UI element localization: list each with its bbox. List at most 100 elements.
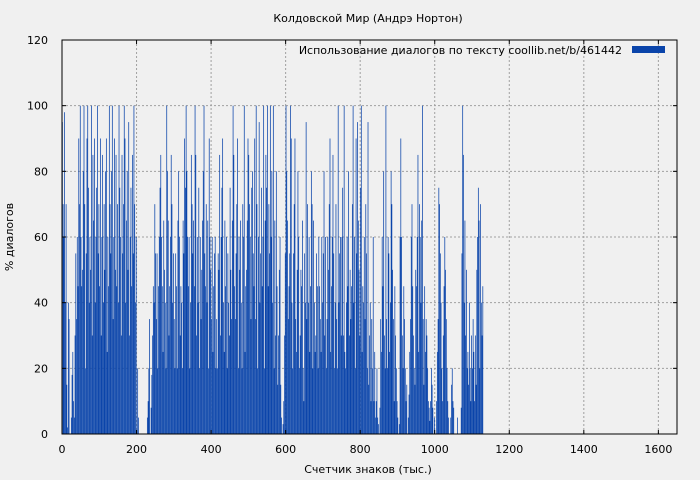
bar bbox=[384, 368, 386, 434]
bar bbox=[251, 187, 253, 434]
bar bbox=[214, 237, 216, 434]
bar bbox=[114, 138, 115, 434]
bar bbox=[462, 105, 464, 435]
bar bbox=[278, 335, 279, 434]
bar bbox=[344, 351, 346, 434]
bar bbox=[370, 401, 372, 434]
bar bbox=[445, 319, 447, 434]
bar bbox=[209, 237, 211, 434]
bar bbox=[174, 368, 176, 434]
bar bbox=[349, 335, 350, 434]
bar bbox=[109, 204, 111, 434]
bar bbox=[468, 384, 470, 434]
bar bbox=[230, 269, 232, 434]
bar bbox=[240, 302, 242, 434]
bar bbox=[359, 335, 361, 434]
bar bbox=[79, 105, 81, 435]
bar bbox=[453, 407, 455, 434]
bar bbox=[399, 237, 401, 434]
bar bbox=[407, 417, 409, 434]
bar bbox=[132, 154, 133, 435]
bar bbox=[467, 351, 469, 434]
bar bbox=[316, 253, 317, 434]
bar bbox=[108, 286, 109, 434]
bar bbox=[148, 368, 150, 434]
bar bbox=[253, 286, 255, 434]
bar bbox=[186, 171, 188, 434]
bar bbox=[108, 105, 110, 435]
bar bbox=[92, 154, 94, 435]
bar bbox=[310, 286, 311, 434]
bar bbox=[328, 269, 329, 434]
bar bbox=[152, 335, 153, 434]
y-tick-label: 40 bbox=[34, 297, 48, 310]
bar bbox=[289, 253, 291, 434]
bar bbox=[115, 154, 117, 435]
bar bbox=[82, 171, 84, 434]
bar bbox=[269, 105, 271, 435]
bar bbox=[436, 351, 438, 434]
bar bbox=[149, 319, 150, 434]
bar bbox=[124, 138, 126, 434]
bar bbox=[77, 286, 79, 434]
bar bbox=[476, 269, 478, 434]
bar bbox=[123, 204, 124, 434]
bar bbox=[405, 401, 407, 434]
bar bbox=[481, 335, 483, 434]
bar bbox=[333, 253, 335, 434]
bar bbox=[126, 171, 128, 434]
x-tick-label: 1600 bbox=[644, 443, 672, 456]
bar bbox=[365, 204, 367, 434]
bar bbox=[150, 407, 152, 434]
bar bbox=[338, 302, 340, 434]
bar bbox=[133, 105, 135, 435]
bar bbox=[81, 286, 83, 434]
bar bbox=[127, 269, 129, 434]
bar bbox=[258, 237, 259, 434]
bar bbox=[72, 351, 74, 434]
bar bbox=[319, 319, 321, 434]
bar bbox=[110, 253, 112, 434]
bar bbox=[128, 122, 130, 434]
bar bbox=[425, 351, 426, 434]
bar bbox=[373, 401, 375, 434]
bar bbox=[440, 302, 442, 434]
bar bbox=[243, 105, 245, 435]
bar bbox=[291, 302, 293, 434]
bar bbox=[219, 154, 221, 435]
bar bbox=[237, 138, 238, 434]
bar bbox=[264, 368, 265, 434]
bar bbox=[161, 237, 162, 434]
bar bbox=[210, 269, 212, 434]
bar bbox=[397, 417, 399, 434]
bar bbox=[429, 420, 431, 434]
bar bbox=[111, 105, 113, 435]
bar bbox=[302, 368, 304, 434]
bar bbox=[354, 237, 355, 434]
bar bbox=[421, 220, 423, 434]
bar bbox=[337, 105, 339, 435]
bar bbox=[242, 204, 244, 434]
bar bbox=[409, 351, 411, 434]
bar bbox=[387, 368, 388, 434]
bar bbox=[474, 335, 476, 434]
bar bbox=[307, 204, 308, 434]
bar bbox=[387, 237, 389, 434]
bar bbox=[113, 237, 115, 434]
bar bbox=[280, 384, 282, 434]
bar bbox=[354, 368, 356, 434]
bar bbox=[193, 286, 195, 434]
bar bbox=[319, 286, 320, 434]
bar bbox=[322, 253, 324, 434]
bar bbox=[352, 105, 354, 435]
bar bbox=[105, 171, 106, 434]
bar bbox=[340, 237, 341, 434]
bar bbox=[240, 220, 241, 434]
bar bbox=[100, 335, 102, 434]
bar bbox=[223, 351, 225, 434]
x-tick-label: 200 bbox=[126, 443, 147, 456]
bar bbox=[351, 204, 353, 434]
bar bbox=[266, 187, 267, 434]
bar bbox=[246, 269, 247, 434]
bar bbox=[299, 335, 301, 434]
